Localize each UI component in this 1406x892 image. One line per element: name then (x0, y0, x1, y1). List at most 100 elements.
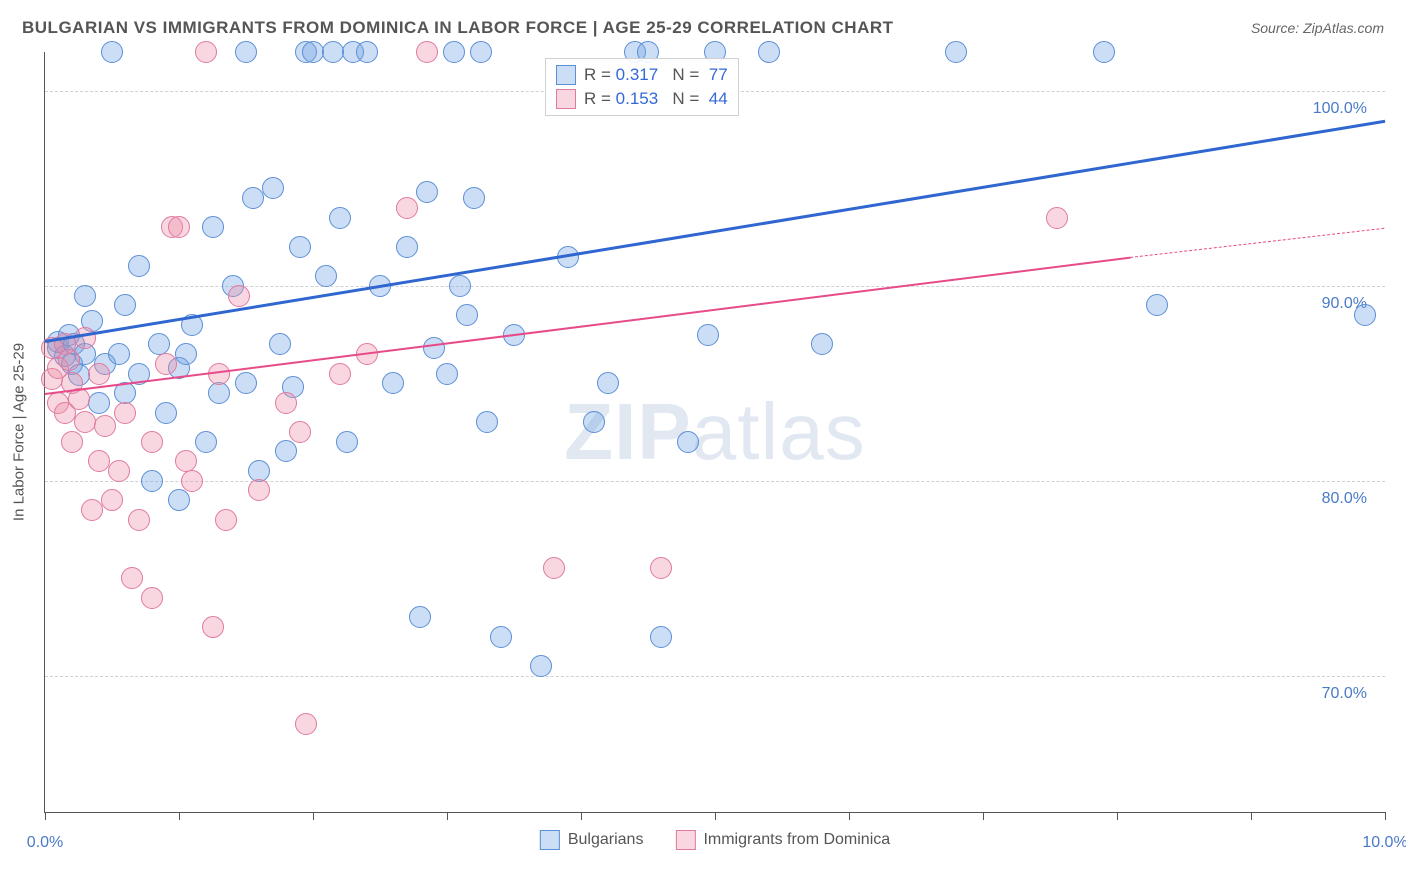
data-point-bulgarians (583, 411, 605, 433)
legend-bottom: Bulgarians Immigrants from Dominica (540, 830, 890, 850)
data-point-bulgarians (235, 372, 257, 394)
data-point-bulgarians (101, 41, 123, 63)
data-point-bulgarians (74, 285, 96, 307)
data-point-bulgarians (416, 181, 438, 203)
trend-line (45, 257, 1131, 395)
trend-line (1130, 227, 1385, 257)
plot-canvas: ZIPatlas 70.0%80.0%90.0%100.0% (45, 52, 1385, 812)
x-tick-label: 10.0% (1362, 834, 1406, 852)
x-tick (447, 812, 448, 820)
data-point-bulgarians (382, 372, 404, 394)
title-bar: BULGARIAN VS IMMIGRANTS FROM DOMINICA IN… (22, 18, 1384, 38)
data-point-dominica (128, 509, 150, 531)
data-point-dominica (396, 197, 418, 219)
x-tick-label: 0.0% (27, 834, 63, 852)
data-point-bulgarians (396, 236, 418, 258)
data-point-bulgarians (945, 41, 967, 63)
stats-legend-box: R = 0.317 N = 77 R = 0.153 N = 44 (545, 58, 739, 116)
data-point-dominica (155, 353, 177, 375)
data-point-bulgarians (811, 333, 833, 355)
y-tick-label: 100.0% (1313, 100, 1367, 118)
x-tick (1251, 812, 1252, 820)
data-point-bulgarians (490, 626, 512, 648)
data-point-dominica (88, 450, 110, 472)
legend-item-dominica: Immigrants from Dominica (675, 830, 890, 850)
gridline-h (45, 481, 1385, 482)
data-point-dominica (1046, 207, 1068, 229)
data-point-dominica (215, 509, 237, 531)
data-point-dominica (275, 392, 297, 414)
data-point-dominica (329, 363, 351, 385)
stats-row-bulgarians: R = 0.317 N = 77 (556, 63, 728, 87)
data-point-bulgarians (315, 265, 337, 287)
data-point-bulgarians (88, 392, 110, 414)
data-point-bulgarians (436, 363, 458, 385)
data-point-dominica (58, 349, 80, 371)
source-label: Source: ZipAtlas.com (1251, 20, 1384, 36)
data-point-bulgarians (758, 41, 780, 63)
data-point-bulgarians (114, 294, 136, 316)
data-point-bulgarians (456, 304, 478, 326)
series-swatch (556, 89, 576, 109)
data-point-dominica (141, 431, 163, 453)
x-tick (581, 812, 582, 820)
data-point-bulgarians (195, 431, 217, 453)
data-point-bulgarians (168, 489, 190, 511)
data-point-bulgarians (677, 431, 699, 453)
data-point-bulgarians (697, 324, 719, 346)
data-point-bulgarians (302, 41, 324, 63)
x-tick (715, 812, 716, 820)
data-point-bulgarians (329, 207, 351, 229)
data-point-dominica (181, 470, 203, 492)
data-point-bulgarians (202, 216, 224, 238)
x-tick (1385, 812, 1386, 820)
legend-item-bulgarians: Bulgarians (540, 830, 644, 850)
x-tick (849, 812, 850, 820)
data-point-bulgarians (141, 470, 163, 492)
data-point-dominica (74, 327, 96, 349)
data-point-bulgarians (476, 411, 498, 433)
data-point-bulgarians (443, 41, 465, 63)
chart-area: In Labor Force | Age 25-29 ZIPatlas 70.0… (44, 52, 1385, 813)
data-point-dominica (88, 363, 110, 385)
data-point-bulgarians (356, 41, 378, 63)
data-point-dominica (543, 557, 565, 579)
data-point-bulgarians (409, 606, 431, 628)
data-point-dominica (74, 411, 96, 433)
data-point-dominica (202, 616, 224, 638)
data-point-dominica (94, 415, 116, 437)
data-point-bulgarians (449, 275, 471, 297)
data-point-dominica (248, 479, 270, 501)
y-axis-label: In Labor Force | Age 25-29 (11, 343, 28, 521)
data-point-bulgarians (322, 41, 344, 63)
data-point-bulgarians (242, 187, 264, 209)
data-point-bulgarians (470, 41, 492, 63)
y-tick-label: 80.0% (1322, 490, 1367, 508)
data-point-dominica (168, 216, 190, 238)
stats-text: R = 0.317 N = 77 (584, 65, 728, 85)
data-point-bulgarians (597, 372, 619, 394)
data-point-dominica (195, 41, 217, 63)
data-point-dominica (295, 713, 317, 735)
data-point-bulgarians (175, 343, 197, 365)
series-swatch (556, 65, 576, 85)
data-point-bulgarians (336, 431, 358, 453)
stats-row-dominica: R = 0.153 N = 44 (556, 87, 728, 111)
stats-text: R = 0.153 N = 44 (584, 89, 728, 109)
data-point-bulgarians (1093, 41, 1115, 63)
watermark: ZIPatlas (564, 386, 865, 478)
data-point-bulgarians (208, 382, 230, 404)
data-point-bulgarians (289, 236, 311, 258)
x-tick (983, 812, 984, 820)
x-tick (45, 812, 46, 820)
data-point-bulgarians (108, 343, 130, 365)
chart-title: BULGARIAN VS IMMIGRANTS FROM DOMINICA IN… (22, 18, 894, 38)
y-tick-label: 70.0% (1322, 685, 1367, 703)
data-point-bulgarians (530, 655, 552, 677)
data-point-bulgarians (1354, 304, 1376, 326)
data-point-dominica (81, 499, 103, 521)
data-point-bulgarians (1146, 294, 1168, 316)
data-point-dominica (121, 567, 143, 589)
data-point-dominica (289, 421, 311, 443)
data-point-bulgarians (463, 187, 485, 209)
